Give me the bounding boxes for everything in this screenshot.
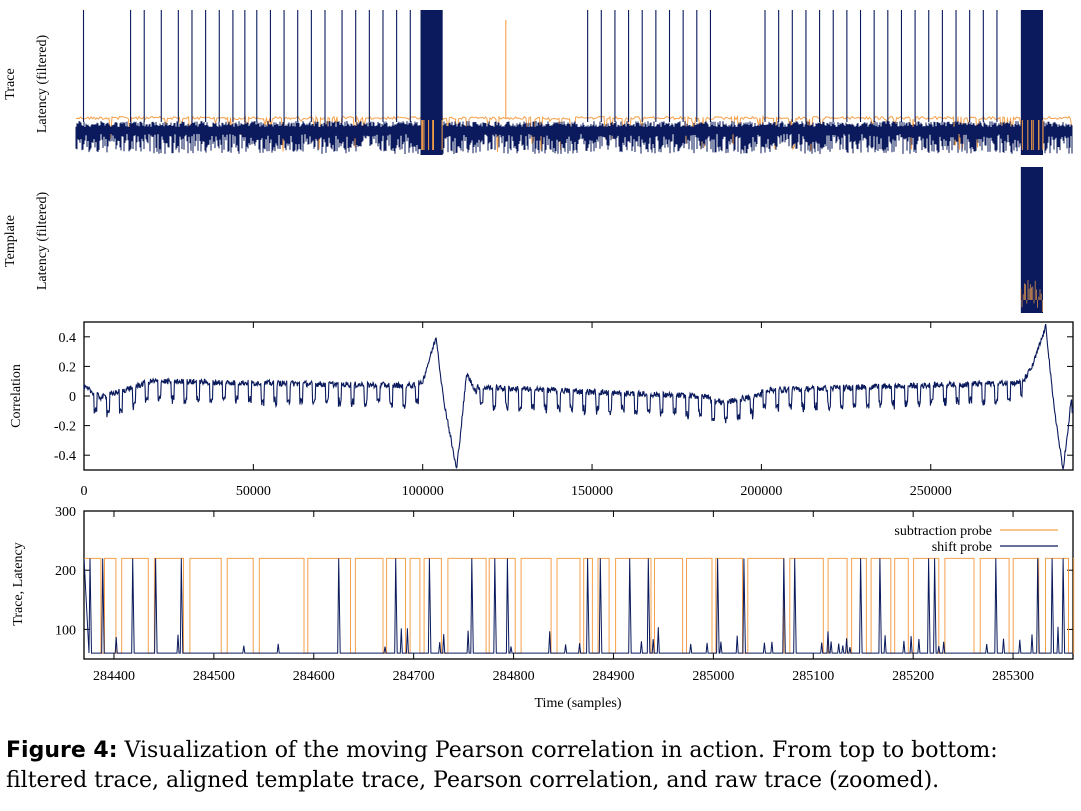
panel-raw-x-tick-label: 284500 <box>193 669 235 684</box>
panel-raw-ylabel: Trace, Latency <box>11 542 26 625</box>
panel-raw-x-tick-label: 284600 <box>293 669 335 684</box>
panel-raw-x-tick-label: 284400 <box>93 669 135 684</box>
panel-raw-y-ticks: 100 200 300 <box>55 505 1073 638</box>
panel-correlation-x-ticks: 0 50000 100000 150000 200000 250000 <box>81 322 952 499</box>
panel-raw-y-tick-label: 100 <box>55 623 76 638</box>
panel-correlation-ylabel: Correlation <box>9 364 24 428</box>
panel-raw-x-tick-label: 285100 <box>792 669 834 684</box>
panel-correlation-x-tick-label: 50000 <box>236 484 271 499</box>
panel-trace-row-label: Trace <box>3 68 18 99</box>
panel-correlation-y-tick-label: -0.4 <box>54 449 76 464</box>
panel-correlation-y-tick-label: 0 <box>69 390 76 405</box>
panel-raw-x-tick-label: 284800 <box>493 669 535 684</box>
panel-trace-ylabel: Latency (filtered) <box>35 34 50 133</box>
panel-trace: Trace Latency (filtered) <box>3 10 1073 155</box>
panel-raw-y-tick-label: 300 <box>55 505 76 520</box>
panel-template-row-label: Template <box>3 215 18 267</box>
panel-correlation-x-tick-label: 150000 <box>571 484 613 499</box>
panel-raw-xlabel: Time (samples) <box>535 696 622 711</box>
panel-correlation-frame <box>83 321 1074 471</box>
figure-caption: Figure 4: Visualization of the moving Pe… <box>6 736 1076 796</box>
legend-label-shift: shift probe <box>932 540 992 555</box>
panel-template-dense-region <box>1020 167 1044 313</box>
caption-label: Figure 4: <box>6 738 118 763</box>
panel-correlation-x-tick-label: 100000 <box>402 484 444 499</box>
panel-raw-plot <box>83 557 1075 654</box>
panel-correlation-y-tick-label: 0.2 <box>59 360 77 375</box>
panel-correlation-x-tick-label: 250000 <box>910 484 952 499</box>
figure: Trace Latency (filtered) Template Latenc… <box>3 10 1075 711</box>
panel-correlation-plot <box>83 323 1074 470</box>
panel-trace-dense-region <box>420 10 443 155</box>
panel-trace-dense-region <box>1020 10 1044 155</box>
panel-raw-x-ticks: 284400 284500 284600 284700 284800 284900 2850… <box>93 511 1034 684</box>
panel-template-ylabel: Latency (filtered) <box>35 191 50 290</box>
panel-correlation-y-ticks: 0.4 0.2 0 -0.2 -0.4 <box>54 331 1073 464</box>
panel-raw-shift-series <box>83 558 1073 654</box>
caption-text: Visualization of the moving Pearson corr… <box>6 738 998 793</box>
panel-correlation-x-tick-label: 200000 <box>740 484 782 499</box>
panel-correlation-y-tick-label: -0.2 <box>54 420 76 435</box>
panel-correlation-series <box>83 323 1074 470</box>
panel-trace-dark-series <box>75 121 1073 154</box>
panel-raw-frame <box>83 510 1074 660</box>
chart-svg: Trace Latency (filtered) Template Latenc… <box>3 10 1075 711</box>
panel-template-plot <box>1020 167 1044 313</box>
panel-raw-x-tick-label: 285000 <box>692 669 734 684</box>
panel-raw-subtraction-series <box>84 557 1075 654</box>
panel-raw-x-tick-label: 285200 <box>892 669 934 684</box>
panel-template: Template Latency (filtered) <box>3 167 1044 313</box>
panel-raw-y-tick-label: 200 <box>55 564 76 579</box>
legend-label-subtraction: subtraction probe <box>894 524 992 539</box>
panel-raw-x-tick-label: 285300 <box>992 669 1034 684</box>
panel-correlation-x-tick-label: 0 <box>81 484 88 499</box>
panel-correlation-y-tick-label: 0.4 <box>59 331 77 346</box>
panel-trace-plot <box>75 10 1073 155</box>
panel-template-orange-series <box>1020 280 1043 312</box>
panel-correlation: Correlation 0.4 0.2 0 -0.2 -0.4 0 50000 100000… <box>9 321 1074 499</box>
panel-raw-x-tick-label: 284700 <box>393 669 435 684</box>
panel-raw-legend: subtraction probe shift probe <box>894 524 1058 555</box>
panel-raw-x-tick-label: 284900 <box>592 669 634 684</box>
